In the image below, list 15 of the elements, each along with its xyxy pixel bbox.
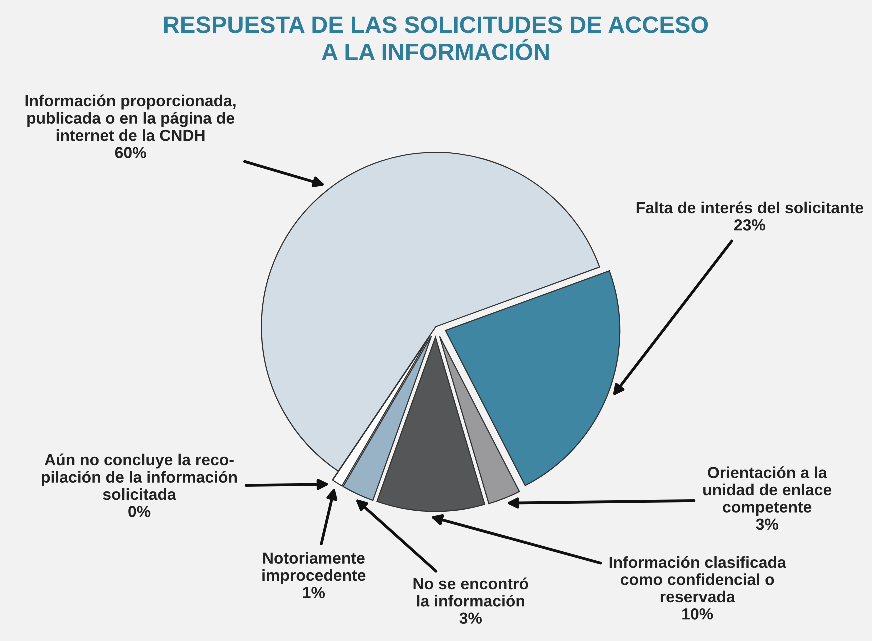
- slice-label: Falta de interés del solicitante: [636, 202, 864, 214]
- slice-label: Notoriamente improcedente: [262, 552, 366, 584]
- data-label: 1%: [303, 587, 326, 598]
- data-label: 10%: [682, 608, 714, 620]
- category-label: Aún no concluye la reco- pilación de la información solicitada: [42, 454, 238, 500]
- data-label: 60%: [115, 147, 146, 158]
- data-label: 3%: [756, 518, 778, 530]
- chart-title: RESPUESTA DE LAS SOLICITUDES DE ACCESO A LA INFORMACIÓN: [164, 16, 708, 61]
- slice-label: Información clasificada como confidencial o reservada: [610, 556, 786, 603]
- slice-label: Información proporcionada, publicada o en la página de internet de la CNDH: [26, 94, 236, 142]
- data-label: 3%: [460, 612, 482, 624]
- slice-label: Orientación a la unidad de enlace competente: [704, 466, 832, 516]
- slice-label: No se encontró la información: [414, 578, 528, 607]
- text: 0%: [128, 506, 151, 518]
- data-label: 23%: [734, 220, 766, 231]
